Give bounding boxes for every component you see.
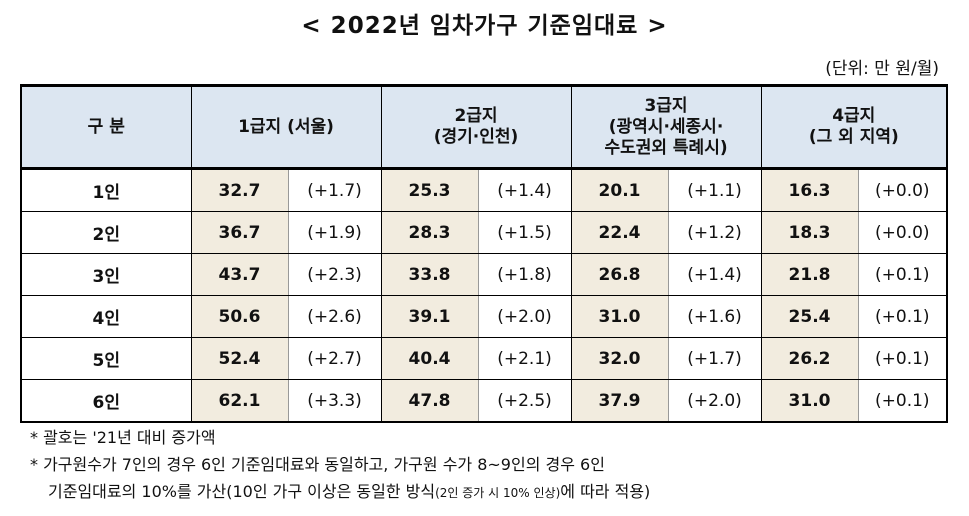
rent-value-cell: 43.7 bbox=[190, 253, 288, 296]
note-small-text: (2인 증가 시 10% 인상) bbox=[435, 486, 561, 500]
increase-cell: (+3.3) bbox=[287, 379, 382, 423]
rent-value-cell: 40.4 bbox=[380, 337, 479, 380]
rent-value-cell: 36.7 bbox=[190, 211, 288, 254]
increase-cell: (+0.1) bbox=[857, 295, 949, 338]
increase-cell: (+1.9) bbox=[287, 211, 382, 254]
rent-value-cell: 18.3 bbox=[760, 211, 859, 254]
rent-value-cell: 26.2 bbox=[760, 337, 859, 380]
notes: * 괄호는 '21년 대비 증가액 * 가구원수가 7인의 경우 6인 기준임대… bbox=[30, 424, 960, 507]
increase-cell: (+1.7) bbox=[667, 337, 762, 380]
rent-value-cell: 50.6 bbox=[190, 295, 288, 338]
header-zone-3: 3급지 (광역시·세종시· 수도권외 특례시) bbox=[570, 84, 762, 170]
rent-value-cell: 37.9 bbox=[570, 379, 669, 423]
increase-cell: (+0.1) bbox=[857, 253, 949, 296]
row-label: 1인 bbox=[20, 168, 192, 212]
table-row: 1인 32.7 (+1.7) 25.3 (+1.4) 20.1 (+1.1) 16.3 (+0.… bbox=[20, 168, 949, 212]
rent-value-cell: 32.7 bbox=[190, 168, 288, 212]
note-end-text: 에 따라 적용) bbox=[560, 482, 651, 501]
note-household-size: * 가구원수가 7인의 경우 6인 기준임대료와 동일하고, 가구원 수가 8~… bbox=[30, 455, 605, 474]
rent-value-cell: 33.8 bbox=[380, 253, 479, 296]
row-label: 3인 bbox=[20, 253, 192, 296]
rent-value-cell: 25.4 bbox=[760, 295, 859, 338]
header-zone-2: 2급지 (경기·인천) bbox=[380, 84, 572, 170]
increase-cell: (+2.7) bbox=[287, 337, 382, 380]
table-row: 3인 43.7 (+2.3) 33.8 (+1.8) 26.8 (+1.4) 21.8 (+0.… bbox=[20, 253, 949, 296]
increase-cell: (+1.7) bbox=[287, 168, 382, 212]
rent-value-cell: 31.0 bbox=[570, 295, 669, 338]
table-header-row: 구 분 1급지 (서울) 2급지 (경기·인천) 3급지 (광역시·세종시· 수… bbox=[20, 84, 949, 170]
rent-value-cell: 26.8 bbox=[570, 253, 669, 296]
note-increase: * 괄호는 '21년 대비 증가액 bbox=[30, 428, 216, 447]
rent-value-cell: 28.3 bbox=[380, 211, 479, 254]
row-label: 4인 bbox=[20, 295, 192, 338]
increase-cell: (+1.4) bbox=[477, 168, 572, 212]
increase-cell: (+2.6) bbox=[287, 295, 382, 338]
rent-value-cell: 25.3 bbox=[380, 168, 479, 212]
rent-value-cell: 32.0 bbox=[570, 337, 669, 380]
note-main-text: 기준임대료의 10%를 가산(10인 가구 이상은 동일한 방식 bbox=[48, 482, 436, 501]
note-household-size-cont: 기준임대료의 10%를 가산(10인 가구 이상은 동일한 방식(2인 증가 시… bbox=[30, 478, 960, 507]
table-row: 4인 50.6 (+2.6) 39.1 (+2.0) 31.0 (+1.6) 25.4 (+0.… bbox=[20, 295, 949, 338]
increase-cell: (+1.8) bbox=[477, 253, 572, 296]
page-title: < 2022년 임차가구 기준임대료 > bbox=[301, 13, 668, 39]
header-category: 구 분 bbox=[20, 84, 192, 170]
increase-cell: (+1.4) bbox=[667, 253, 762, 296]
increase-cell: (+2.3) bbox=[287, 253, 382, 296]
increase-cell: (+1.5) bbox=[477, 211, 572, 254]
increase-cell: (+1.6) bbox=[667, 295, 762, 338]
row-label: 2인 bbox=[20, 211, 192, 254]
unit-label: (단위: 만 원/월) bbox=[825, 59, 939, 79]
increase-cell: (+0.1) bbox=[857, 337, 949, 380]
rent-table: 구 분 1급지 (서울) 2급지 (경기·인천) 3급지 (광역시·세종시· 수… bbox=[20, 84, 949, 423]
increase-cell: (+2.5) bbox=[477, 379, 572, 423]
rent-value-cell: 20.1 bbox=[570, 168, 669, 212]
rent-value-cell: 39.1 bbox=[380, 295, 479, 338]
rent-value-cell: 47.8 bbox=[380, 379, 479, 423]
table-row: 6인 62.1 (+3.3) 47.8 (+2.5) 37.9 (+2.0) 31.0 (+0.… bbox=[20, 379, 949, 423]
rent-value-cell: 62.1 bbox=[190, 379, 288, 423]
increase-cell: (+0.1) bbox=[857, 379, 949, 423]
increase-cell: (+2.1) bbox=[477, 337, 572, 380]
rent-value-cell: 21.8 bbox=[760, 253, 859, 296]
rent-value-cell: 52.4 bbox=[190, 337, 288, 380]
increase-cell: (+2.0) bbox=[477, 295, 572, 338]
header-zone-4: 4급지 (그 외 지역) bbox=[760, 84, 949, 170]
rent-value-cell: 22.4 bbox=[570, 211, 669, 254]
increase-cell: (+0.0) bbox=[857, 168, 949, 212]
table-row: 5인 52.4 (+2.7) 40.4 (+2.1) 32.0 (+1.7) 26.2 (+0.… bbox=[20, 337, 949, 380]
table-body: 1인 32.7 (+1.7) 25.3 (+1.4) 20.1 (+1.1) 16.3 (+0.… bbox=[20, 168, 949, 423]
row-label: 6인 bbox=[20, 379, 192, 423]
row-label: 5인 bbox=[20, 337, 192, 380]
table-row: 2인 36.7 (+1.9) 28.3 (+1.5) 22.4 (+1.2) 18.3 (+0.… bbox=[20, 211, 949, 254]
rent-value-cell: 31.0 bbox=[760, 379, 859, 423]
header-zone-1: 1급지 (서울) bbox=[190, 84, 382, 170]
rent-value-cell: 16.3 bbox=[760, 168, 859, 212]
increase-cell: (+1.1) bbox=[667, 168, 762, 212]
increase-cell: (+2.0) bbox=[667, 379, 762, 423]
increase-cell: (+1.2) bbox=[667, 211, 762, 254]
increase-cell: (+0.0) bbox=[857, 211, 949, 254]
